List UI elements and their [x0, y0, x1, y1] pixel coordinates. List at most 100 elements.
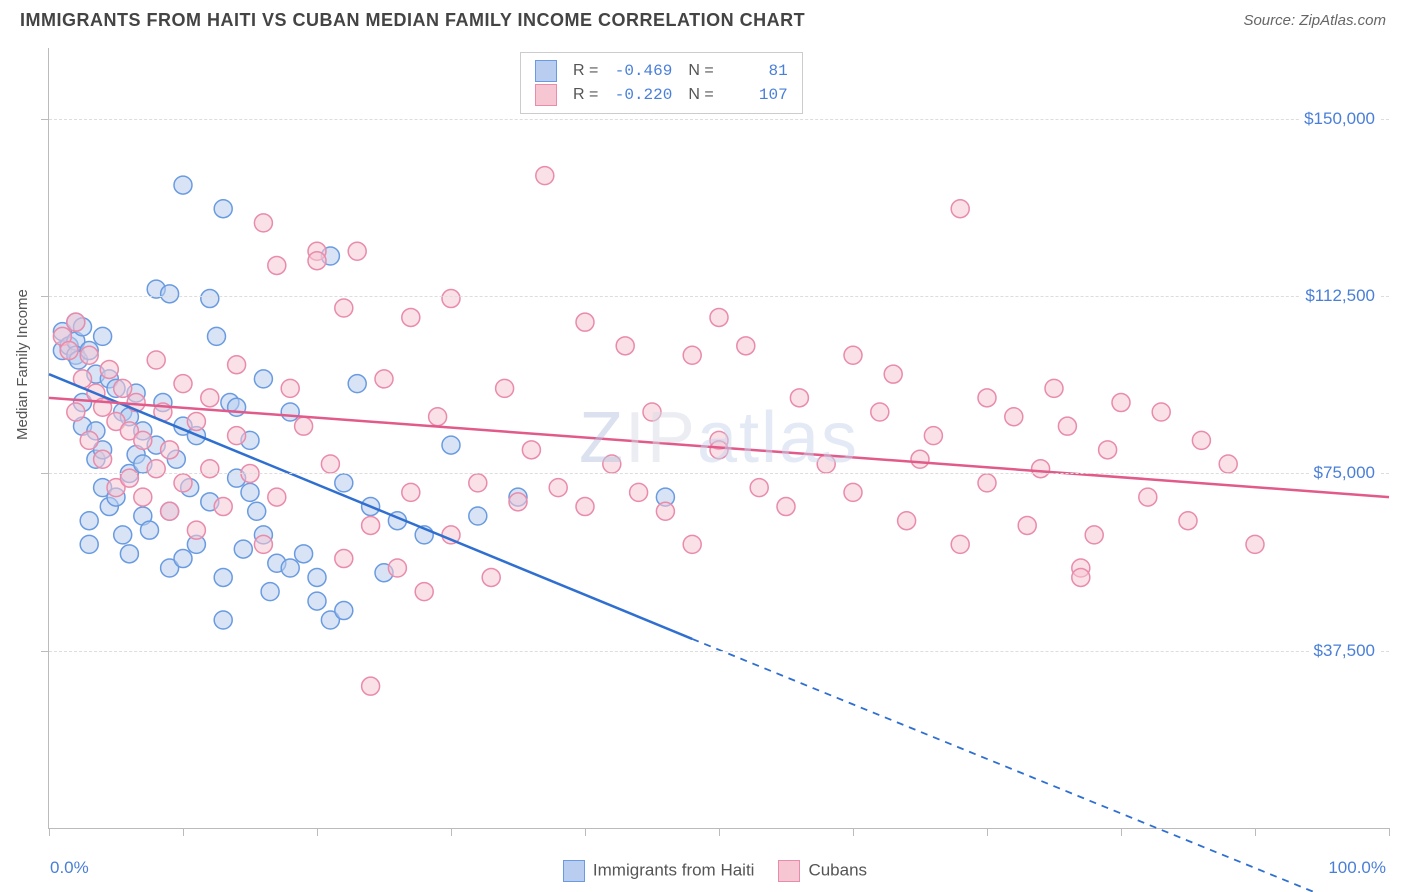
scatter-point-cubans — [1018, 516, 1036, 534]
scatter-point-cubans — [174, 375, 192, 393]
scatter-point-haiti — [80, 535, 98, 553]
stat-n-label: N = — [688, 59, 713, 83]
x-tick — [1121, 828, 1122, 836]
scatter-point-haiti — [161, 285, 179, 303]
scatter-point-haiti — [214, 568, 232, 586]
gridline — [49, 296, 1389, 297]
scatter-point-cubans — [656, 502, 674, 520]
scatter-point-cubans — [147, 351, 165, 369]
scatter-point-cubans — [120, 469, 138, 487]
stat-n-value: 107 — [728, 83, 788, 107]
legend-swatch-icon — [563, 860, 585, 882]
x-tick — [317, 828, 318, 836]
scatter-point-cubans — [362, 516, 380, 534]
y-axis-title: Median Family Income — [14, 289, 31, 440]
scatter-point-cubans — [134, 488, 152, 506]
scatter-point-cubans — [147, 460, 165, 478]
trend-line-haiti — [49, 374, 692, 639]
y-tick-label: $112,500 — [1301, 286, 1379, 306]
legend-swatch-icon — [535, 60, 557, 82]
scatter-point-haiti — [442, 436, 460, 454]
scatter-point-cubans — [201, 389, 219, 407]
scatter-point-haiti — [174, 550, 192, 568]
scatter-point-cubans — [1152, 403, 1170, 421]
stat-r-value: -0.469 — [612, 59, 672, 83]
stat-r-label: R = — [573, 83, 598, 107]
scatter-point-cubans — [1099, 441, 1117, 459]
scatter-point-cubans — [67, 403, 85, 421]
x-tick — [1389, 828, 1390, 836]
scatter-point-haiti — [114, 526, 132, 544]
scatter-point-cubans — [1246, 535, 1264, 553]
legend-series: Immigrants from HaitiCubans — [0, 860, 1406, 882]
scatter-point-cubans — [1179, 512, 1197, 530]
scatter-point-haiti — [469, 507, 487, 525]
scatter-point-cubans — [884, 365, 902, 383]
scatter-point-cubans — [187, 521, 205, 539]
scatter-point-cubans — [268, 256, 286, 274]
scatter-point-cubans — [643, 403, 661, 421]
legend-swatch-icon — [778, 860, 800, 882]
x-tick — [183, 828, 184, 836]
scatter-point-haiti — [80, 512, 98, 530]
scatter-point-haiti — [348, 375, 366, 393]
scatter-point-cubans — [737, 337, 755, 355]
scatter-point-cubans — [94, 450, 112, 468]
scatter-point-cubans — [1005, 408, 1023, 426]
scatter-point-haiti — [248, 502, 266, 520]
scatter-point-cubans — [362, 677, 380, 695]
scatter-point-haiti — [241, 483, 259, 501]
scatter-point-cubans — [790, 389, 808, 407]
scatter-point-cubans — [80, 431, 98, 449]
gridline — [49, 473, 1389, 474]
scatter-point-haiti — [208, 327, 226, 345]
scatter-point-cubans — [536, 167, 554, 185]
scatter-point-cubans — [616, 337, 634, 355]
scatter-point-cubans — [134, 431, 152, 449]
scatter-point-cubans — [1085, 526, 1103, 544]
scatter-point-cubans — [295, 417, 313, 435]
y-tick-label: $37,500 — [1310, 641, 1379, 661]
scatter-point-cubans — [254, 535, 272, 553]
trend-line-extrapolated-haiti — [692, 639, 1389, 892]
scatter-point-cubans — [1139, 488, 1157, 506]
legend-swatch-icon — [535, 84, 557, 106]
y-tick-label: $75,000 — [1310, 463, 1379, 483]
scatter-point-cubans — [817, 455, 835, 473]
scatter-point-cubans — [60, 342, 78, 360]
scatter-point-cubans — [844, 346, 862, 364]
gridline — [49, 119, 1389, 120]
scatter-point-cubans — [348, 242, 366, 260]
scatter-point-cubans — [522, 441, 540, 459]
scatter-point-cubans — [402, 308, 420, 326]
scatter-point-cubans — [1058, 417, 1076, 435]
x-tick — [585, 828, 586, 836]
scatter-point-cubans — [214, 498, 232, 516]
x-tick — [1255, 828, 1256, 836]
scatter-point-cubans — [1219, 455, 1237, 473]
scatter-point-cubans — [576, 498, 594, 516]
scatter-point-cubans — [80, 346, 98, 364]
stat-r-value: -0.220 — [612, 83, 672, 107]
scatter-point-haiti — [141, 521, 159, 539]
stat-n-label: N = — [688, 83, 713, 107]
scatter-point-haiti — [335, 602, 353, 620]
scatter-point-haiti — [308, 592, 326, 610]
scatter-point-cubans — [911, 450, 929, 468]
scatter-point-cubans — [228, 427, 246, 445]
scatter-point-cubans — [268, 488, 286, 506]
scatter-point-haiti — [254, 370, 272, 388]
scatter-point-cubans — [683, 535, 701, 553]
scatter-point-cubans — [898, 512, 916, 530]
scatter-point-haiti — [308, 568, 326, 586]
chart-title: IMMIGRANTS FROM HAITI VS CUBAN MEDIAN FA… — [20, 10, 805, 31]
scatter-point-cubans — [174, 474, 192, 492]
scatter-svg — [49, 48, 1389, 828]
scatter-point-cubans — [375, 370, 393, 388]
scatter-point-cubans — [1045, 379, 1063, 397]
legend-stats: R =-0.469N =81R =-0.220N =107 — [520, 52, 803, 114]
stat-n-value: 81 — [728, 59, 788, 83]
scatter-point-cubans — [228, 356, 246, 374]
scatter-point-cubans — [1112, 394, 1130, 412]
scatter-point-haiti — [295, 545, 313, 563]
